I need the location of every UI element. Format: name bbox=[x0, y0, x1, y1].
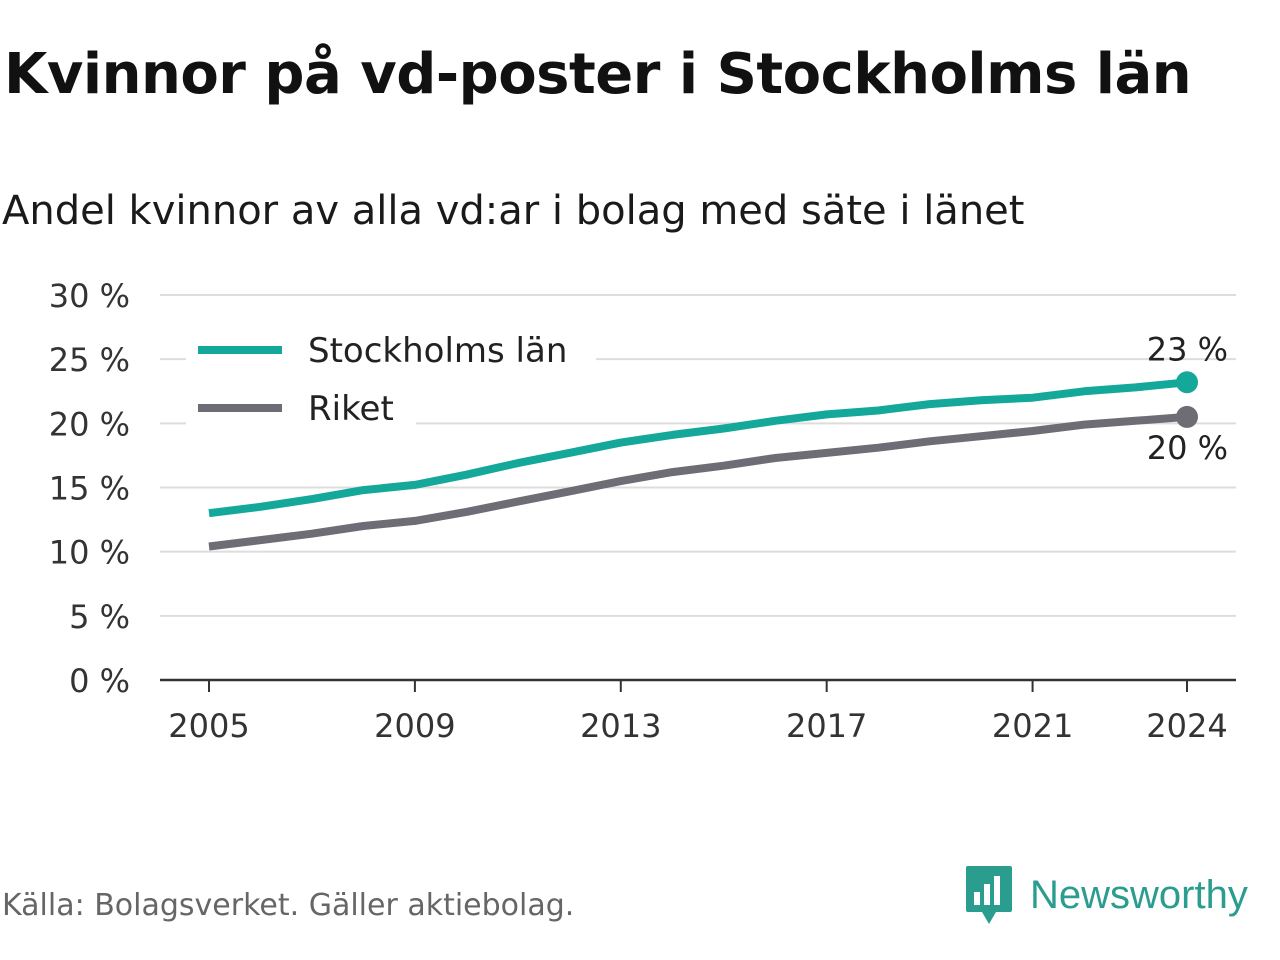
source-note: Källa: Bolagsverket. Gäller aktiebolag. bbox=[2, 888, 575, 923]
y-tick-label: 15 % bbox=[49, 470, 130, 508]
brand-logo[interactable]: Newsworthy bbox=[964, 862, 1248, 928]
x-tick-label: 2021 bbox=[992, 707, 1073, 745]
series-end-label: 20 % bbox=[1147, 429, 1228, 467]
series-line-stockholm bbox=[208, 378, 1188, 518]
x-tick-label: 2005 bbox=[168, 707, 249, 745]
x-tick-label: 2009 bbox=[374, 707, 455, 745]
y-tick-label: 25 % bbox=[49, 341, 130, 379]
series-line-riket bbox=[208, 412, 1188, 551]
y-tick-label: 30 % bbox=[49, 277, 130, 315]
x-tick-label: 2017 bbox=[786, 707, 867, 745]
series-end-point bbox=[1176, 371, 1198, 394]
legend-label: Riket bbox=[308, 389, 394, 429]
series-end-label: 23 % bbox=[1147, 330, 1228, 368]
y-tick-label: 20 % bbox=[49, 405, 130, 443]
line-chart: 0 % 5 % 10 % 15 % 20 % 25 % 30 % 2005 2009 2013 20… bbox=[49, 277, 1236, 745]
bar-chart-speech-bubble-icon bbox=[966, 866, 1012, 924]
chart-subtitle: Andel kvinnor av alla vd:ar i bolag med … bbox=[2, 188, 1025, 234]
y-tick-label: 10 % bbox=[49, 534, 130, 572]
series-end-point bbox=[1176, 405, 1198, 428]
y-tick-label: 5 % bbox=[69, 598, 130, 636]
x-tick-label: 2013 bbox=[580, 707, 661, 745]
brand-name: Newsworthy bbox=[1030, 872, 1248, 917]
y-tick-label: 0 % bbox=[69, 662, 130, 700]
x-tick-label: 2024 bbox=[1146, 707, 1227, 745]
legend-label: Stockholms län bbox=[308, 331, 567, 371]
chart-title: Kvinnor på vd-poster i Stockholms län bbox=[4, 42, 1192, 107]
